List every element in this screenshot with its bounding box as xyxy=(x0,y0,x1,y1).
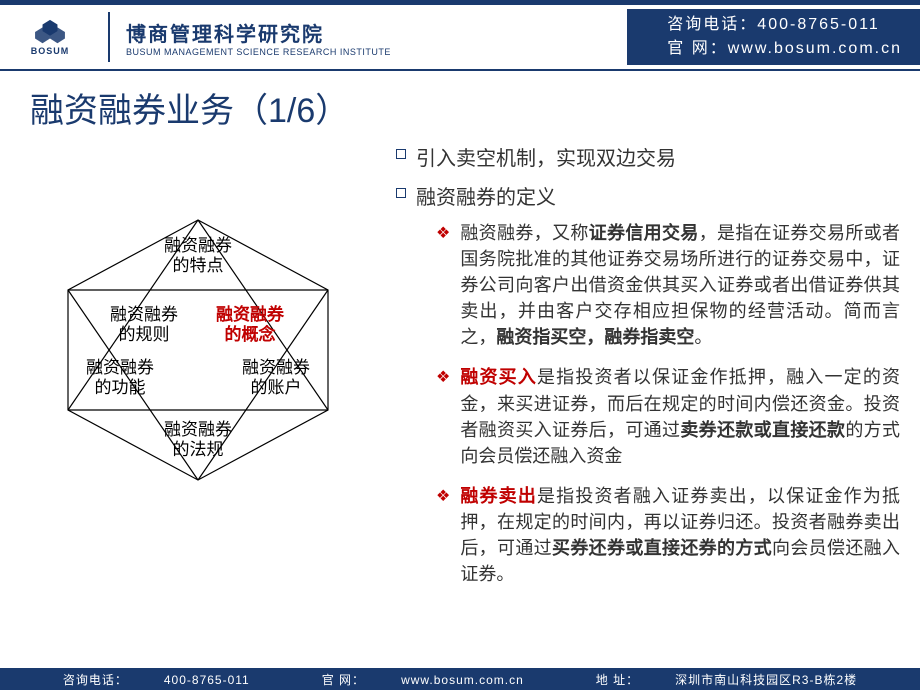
square-bullet-icon xyxy=(396,149,406,159)
header-web: 官 网：www.bosum.com.cn xyxy=(667,37,902,61)
hexagon-panel: 融资融券的特点 融资融券的概念 融资融券的账户 融资融券的法规 融资融券的功能 … xyxy=(10,140,390,650)
sub1-text: 融资融券，又称证券信用交易，是指在证券交易所或者国务院批准的其他证券交易场所进行… xyxy=(460,220,900,350)
sub2-text: 融资买入是指投资者以保证金作抵押，融入一定的资金，来买进证券，而后在规定的时间内… xyxy=(460,364,900,468)
hex-sector-right-top: 融资融券的概念 xyxy=(200,305,300,346)
square-bullet-icon xyxy=(396,188,406,198)
hex-sector-bottom: 融资融券的法规 xyxy=(148,420,248,461)
content-area: 融资融券的特点 融资融券的概念 融资融券的账户 融资融券的法规 融资融券的功能 … xyxy=(0,140,920,650)
footer-phone: 咨询电话：400-8765-011 xyxy=(45,671,268,688)
hex-sector-right-bot: 融资融券的账户 xyxy=(226,358,326,399)
logo-name: BOSUM xyxy=(31,46,70,56)
bullet-main-1: 引入卖空机制，实现双边交易 xyxy=(390,142,900,171)
footer-web: 官 网：www.bosum.com.cn xyxy=(304,671,542,688)
institute-en: BUSUM MANAGEMENT SCIENCE RESEARCH INSTIT… xyxy=(126,47,391,57)
diamond-bullet-icon: ❖ xyxy=(436,367,450,387)
hex-sector-top: 融资融券的特点 xyxy=(148,236,248,277)
sub3-text: 融券卖出是指投资者融入证券卖出，以保证金作为抵押，在规定的时间内，再以证券归还。… xyxy=(460,483,900,587)
bullet-main-2: 融资融券的定义 xyxy=(390,181,900,210)
header-divider xyxy=(108,12,110,62)
logo-icon xyxy=(31,18,69,46)
page-title: 融资融券业务（1/6） xyxy=(0,71,920,140)
header-contact: 咨询电话：400-8765-011 官 网：www.bosum.com.cn xyxy=(627,9,920,65)
header: BOSUM 博商管理科学研究院 BUSUM MANAGEMENT SCIENCE… xyxy=(0,5,920,71)
logo: BOSUM xyxy=(0,4,100,70)
footer: 咨询电话：400-8765-011 官 网：www.bosum.com.cn 地… xyxy=(0,668,920,690)
text-panel: 引入卖空机制，实现双边交易 融资融券的定义 ❖ 融资融券，又称证券信用交易，是指… xyxy=(390,140,900,650)
bullet-sub-1: ❖ 融资融券，又称证券信用交易，是指在证券交易所或者国务院批准的其他证券交易场所… xyxy=(436,220,900,350)
institute-cn: 博商管理科学研究院 xyxy=(126,18,391,47)
bullet-sub-2: ❖ 融资买入是指投资者以保证金作抵押，融入一定的资金，来买进证券，而后在规定的时… xyxy=(436,364,900,468)
footer-addr: 地 址：深圳市南山科技园区R3-B栋2楼 xyxy=(578,671,875,688)
bullet-sub-3: ❖ 融券卖出是指投资者融入证券卖出，以保证金作为抵押，在规定的时间内，再以证券归… xyxy=(436,483,900,587)
hex-sector-left-top: 融资融券的规则 xyxy=(94,305,194,346)
diamond-bullet-icon: ❖ xyxy=(436,486,450,506)
header-phone: 咨询电话：400-8765-011 xyxy=(667,13,902,37)
institute-name: 博商管理科学研究院 BUSUM MANAGEMENT SCIENCE RESEA… xyxy=(118,18,391,57)
diamond-bullet-icon: ❖ xyxy=(436,223,450,243)
hex-sector-left-bot: 融资融券的功能 xyxy=(70,358,170,399)
hexagon-diagram: 融资融券的特点 融资融券的概念 融资融券的账户 融资融券的法规 融资融券的功能 … xyxy=(38,210,358,490)
